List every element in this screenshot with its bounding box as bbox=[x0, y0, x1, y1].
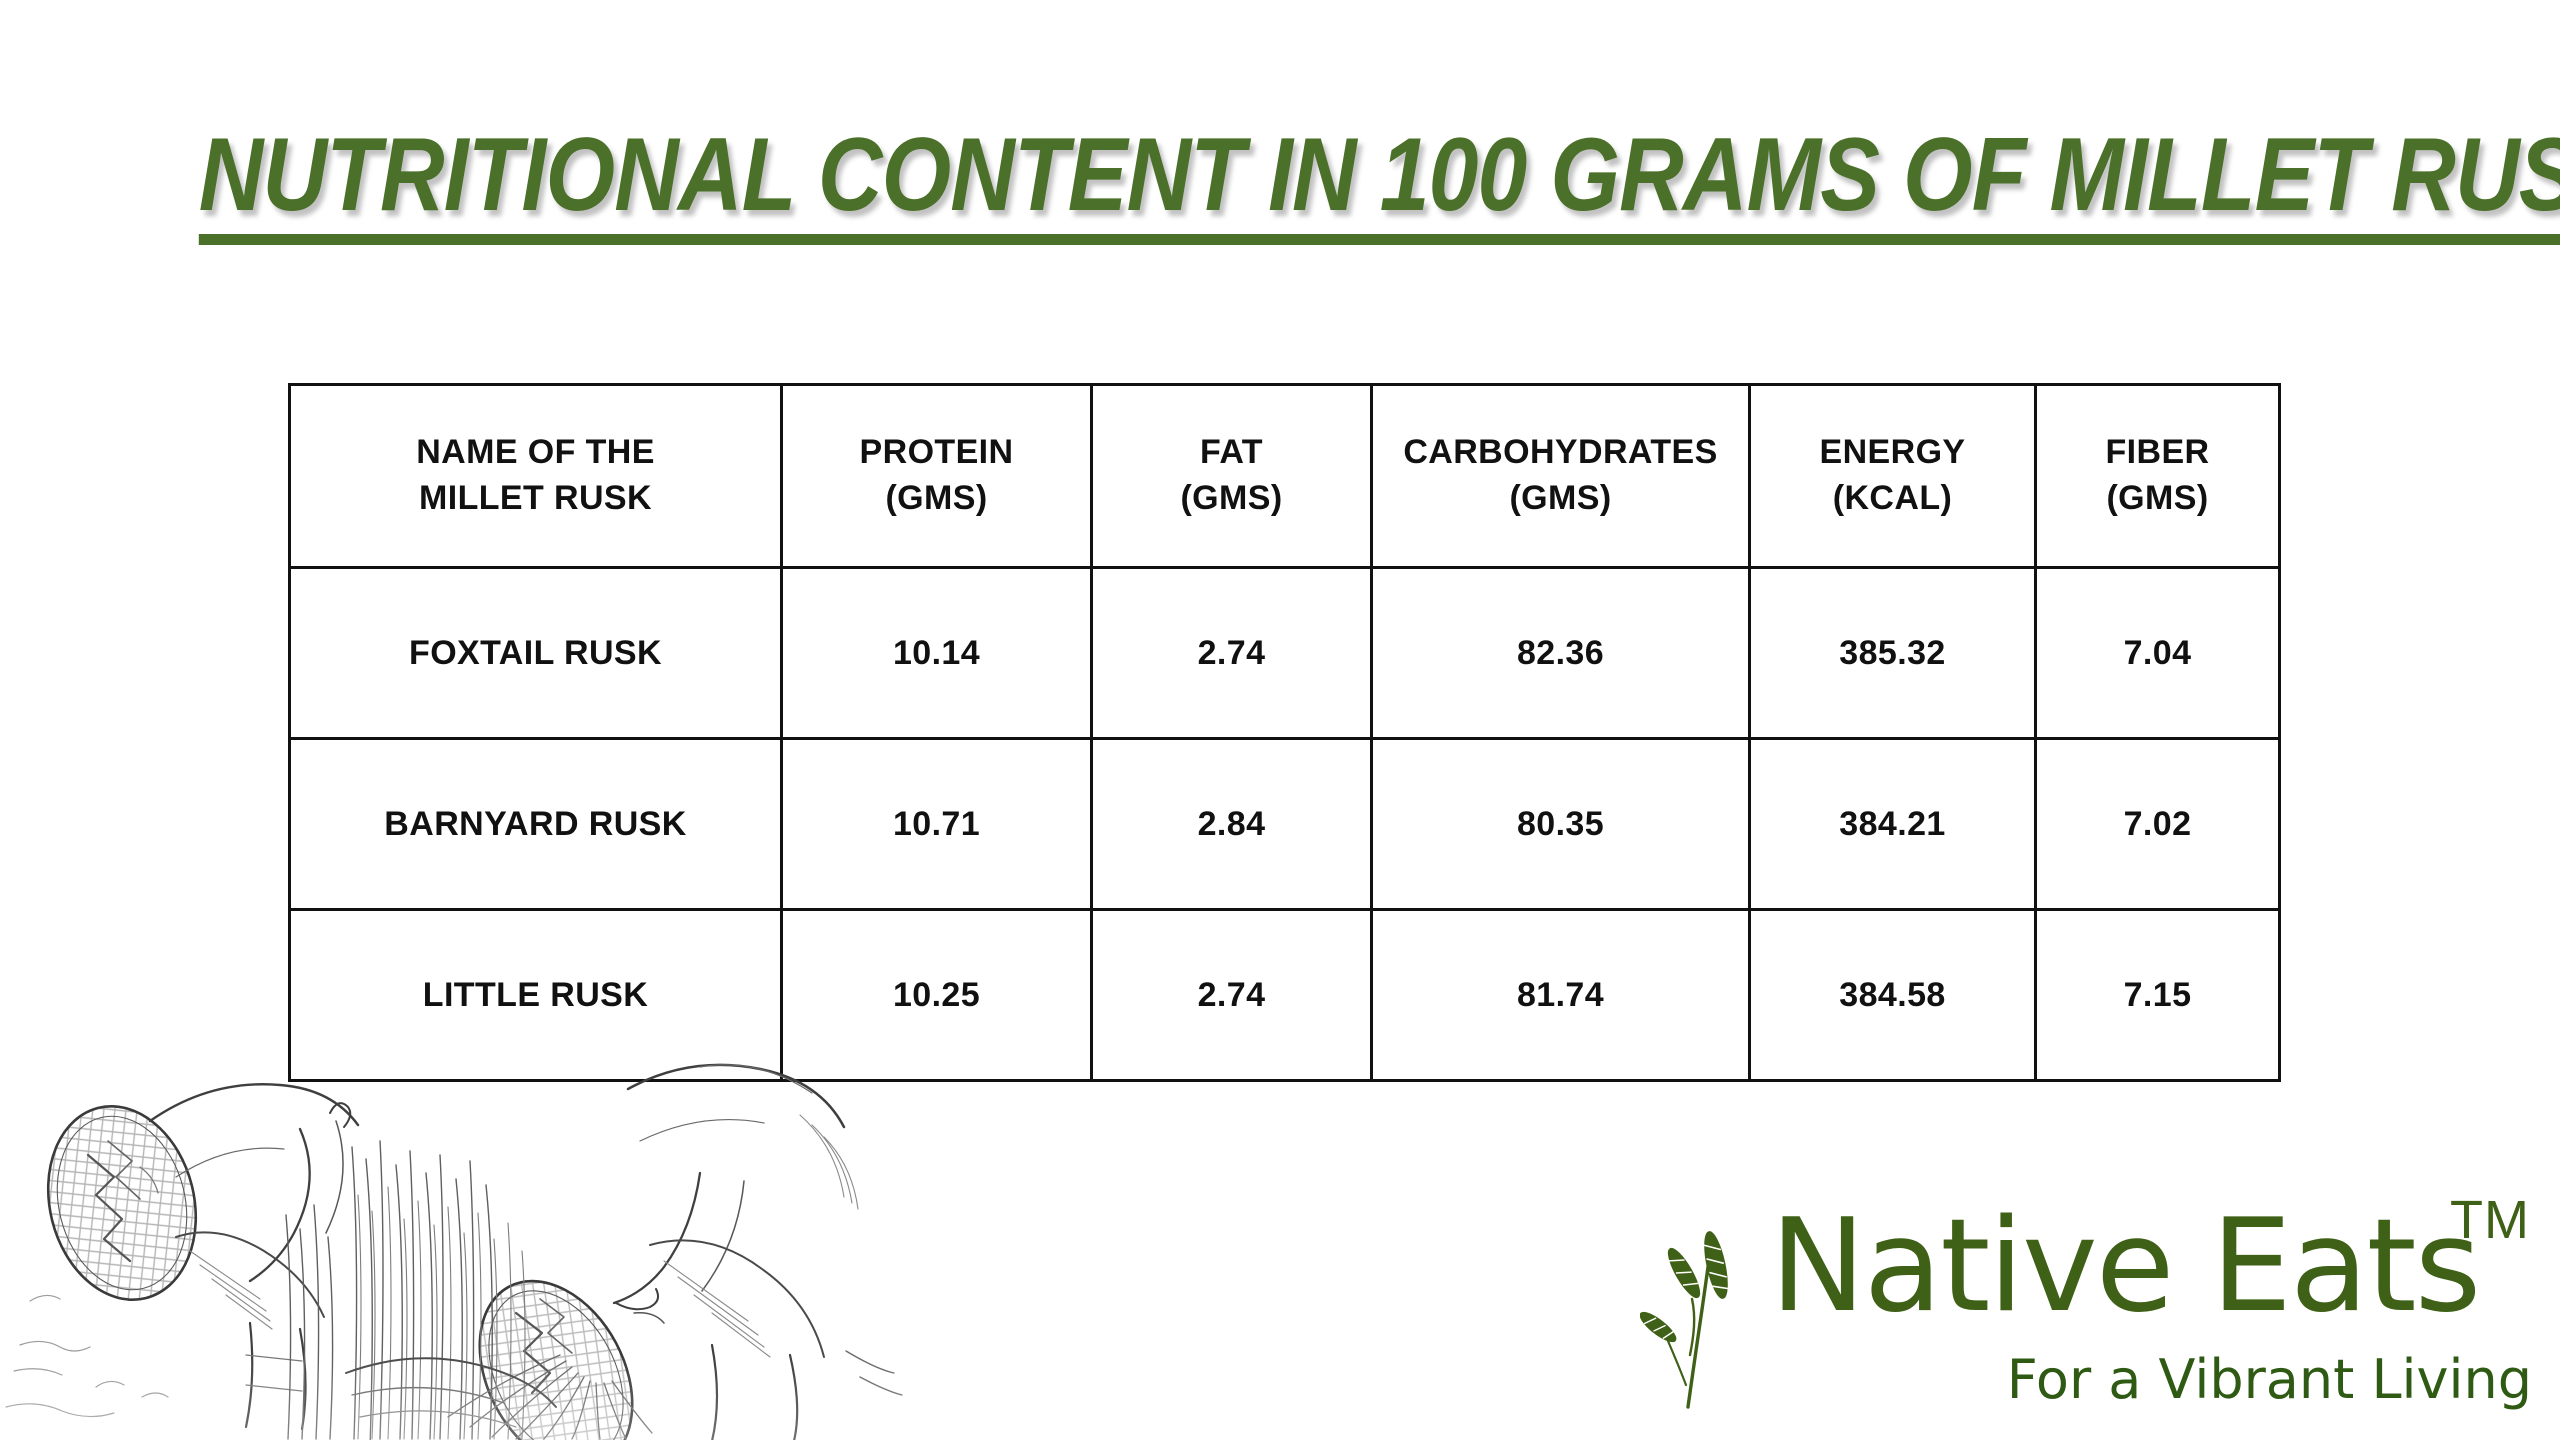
logo-brand-name: Native Eats bbox=[1770, 1192, 2481, 1341]
table-body: FOXTAIL RUSK 10.14 2.74 82.36 385.32 7.0… bbox=[288, 566, 2281, 1082]
table-header-row: NAME OF THE MILLET RUSK PROTEIN (GMS) FA… bbox=[288, 383, 2281, 569]
millet-stalk-icon bbox=[1640, 1231, 1730, 1409]
nutrition-table: NAME OF THE MILLET RUSK PROTEIN (GMS) FA… bbox=[288, 383, 2281, 1082]
cell-carbohydrates: 81.74 bbox=[1370, 908, 1751, 1082]
cell-carbohydrates: 82.36 bbox=[1370, 566, 1751, 740]
cell-fiber: 7.04 bbox=[2034, 566, 2281, 740]
table-row: LITTLE RUSK 10.25 2.74 81.74 384.58 7.15 bbox=[288, 908, 2281, 1082]
cell-energy: 385.32 bbox=[1748, 566, 2037, 740]
column-header-energy-line1: ENERGY bbox=[1819, 433, 1966, 472]
column-header-carbohydrates-line2: (GMS) bbox=[1509, 479, 1612, 517]
table-row: BARNYARD RUSK 10.71 2.84 80.35 384.21 7.… bbox=[288, 737, 2281, 911]
column-header-fat-line2: (GMS) bbox=[1180, 479, 1283, 517]
cell-fiber: 7.15 bbox=[2034, 908, 2281, 1082]
cell-fat: 2.84 bbox=[1090, 737, 1373, 911]
column-header-protein: PROTEIN (GMS) bbox=[780, 383, 1093, 569]
column-header-name: NAME OF THE MILLET RUSK bbox=[288, 383, 783, 569]
trademark-symbol: TM bbox=[2450, 1190, 2530, 1250]
column-header-energy: ENERGY (KCAL) bbox=[1748, 383, 2037, 569]
column-header-fat: FAT (GMS) bbox=[1090, 383, 1373, 569]
farmers-harvesting-illustration bbox=[0, 1055, 950, 1440]
column-header-name-line1: NAME OF THE bbox=[416, 433, 655, 472]
cell-rusk-name: BARNYARD RUSK bbox=[288, 737, 783, 911]
logo-tagline: For a Vibrant Living bbox=[2006, 1348, 2532, 1411]
cell-fiber: 7.02 bbox=[2034, 737, 2281, 911]
title-block: NUTRITIONAL CONTENT IN 100 GRAMS OF MILL… bbox=[0, 52, 2560, 314]
nutrition-table-container: NAME OF THE MILLET RUSK PROTEIN (GMS) FA… bbox=[288, 383, 2281, 1082]
cell-energy: 384.21 bbox=[1748, 737, 2037, 911]
column-header-fiber-line2: (GMS) bbox=[2106, 479, 2209, 517]
logo-wordmark: TM Native Eats For a Vibrant Living bbox=[1770, 1190, 2540, 1430]
cell-carbohydrates: 80.35 bbox=[1370, 737, 1751, 911]
cell-protein: 10.71 bbox=[780, 737, 1093, 911]
cell-rusk-name: FOXTAIL RUSK bbox=[288, 566, 783, 740]
cell-fat: 2.74 bbox=[1090, 566, 1373, 740]
page-title: NUTRITIONAL CONTENT IN 100 GRAMS OF MILL… bbox=[198, 122, 2560, 245]
column-header-protein-line2: (GMS) bbox=[885, 479, 988, 517]
column-header-protein-line1: PROTEIN bbox=[859, 433, 1014, 472]
column-header-energy-line2: (KCAL) bbox=[1832, 479, 1953, 517]
column-header-carbohydrates: CARBOHYDRATES (GMS) bbox=[1370, 383, 1751, 569]
cell-rusk-name: LITTLE RUSK bbox=[288, 908, 783, 1082]
table-row: FOXTAIL RUSK 10.14 2.74 82.36 385.32 7.0… bbox=[288, 566, 2281, 740]
column-header-name-line2: MILLET RUSK bbox=[419, 479, 652, 517]
cell-protein: 10.25 bbox=[780, 908, 1093, 1082]
column-header-fiber-line1: FIBER bbox=[2105, 433, 2210, 472]
cell-fat: 2.74 bbox=[1090, 908, 1373, 1082]
farmers-sketch-icon bbox=[0, 1063, 950, 1440]
cell-protein: 10.14 bbox=[780, 566, 1093, 740]
table-header: NAME OF THE MILLET RUSK PROTEIN (GMS) FA… bbox=[288, 383, 2281, 569]
cell-energy: 384.58 bbox=[1748, 908, 2037, 1082]
column-header-carbohydrates-line1: CARBOHYDRATES bbox=[1403, 433, 1718, 472]
brand-logo: TM Native Eats For a Vibrant Living bbox=[1640, 1190, 2540, 1430]
column-header-fiber: FIBER (GMS) bbox=[2034, 383, 2281, 569]
column-header-fat-line1: FAT bbox=[1200, 433, 1263, 472]
